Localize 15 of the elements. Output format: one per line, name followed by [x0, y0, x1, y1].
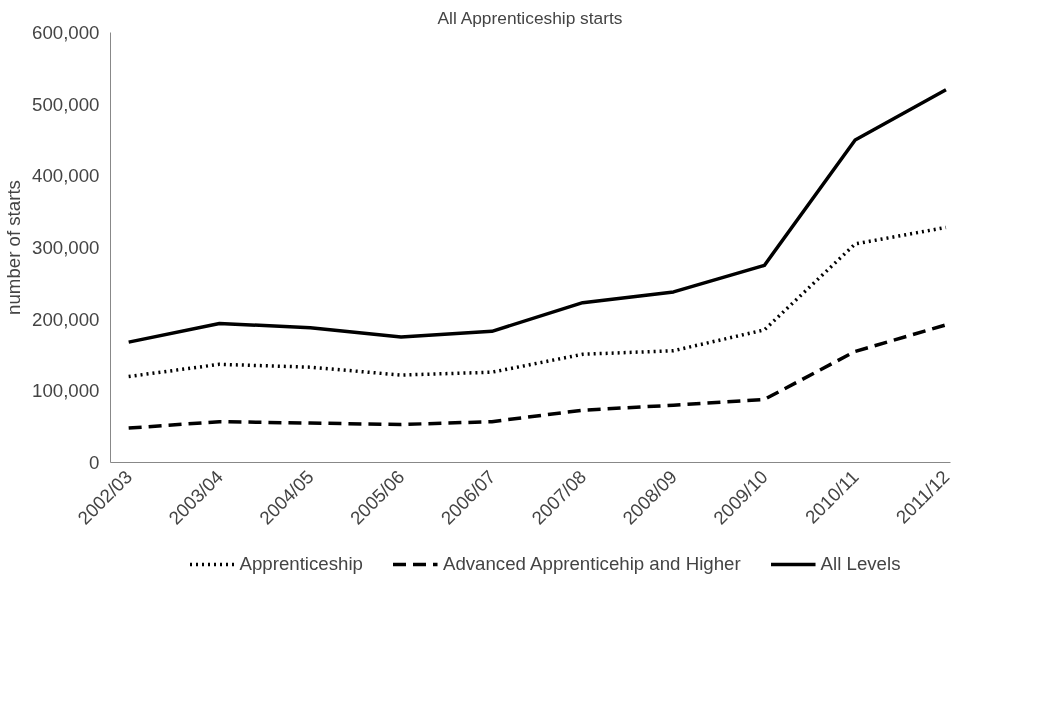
y-tick-label: 600,000: [32, 22, 100, 43]
line-series: [126, 225, 948, 379]
y-tick-label: 200,000: [32, 308, 100, 330]
y-tick-label: 300,000: [32, 237, 100, 258]
line-series: [126, 88, 948, 344]
y-tick-label: 100,000: [32, 380, 100, 402]
legend-label: All Levels: [820, 553, 901, 575]
y-axis-title: number of starts: [3, 180, 25, 315]
y-tick-label: 500,000: [32, 93, 100, 115]
y-tick-label: 0: [89, 452, 100, 473]
y-tick-label: 400,000: [32, 165, 100, 187]
line-series: [126, 323, 948, 430]
chart-title: All Apprenticeship starts: [437, 7, 623, 28]
legend-label: Advanced Apprenticehip and Higher: [442, 553, 741, 575]
legend-label: Apprenticeship: [239, 553, 363, 575]
